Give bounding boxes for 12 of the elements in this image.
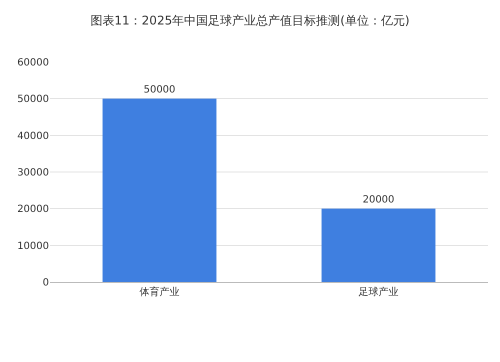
data-label: 20000 bbox=[362, 194, 394, 206]
y-tick-label: 30000 bbox=[17, 168, 49, 178]
y-tick-label: 40000 bbox=[17, 130, 49, 142]
y-tick-label: 10000 bbox=[17, 240, 49, 252]
y-tick-label: 20000 bbox=[17, 204, 49, 216]
y-tick-label: 60000 bbox=[17, 58, 49, 68]
y-tick-label: 50000 bbox=[17, 94, 49, 106]
y-tick-label: 0 bbox=[42, 278, 49, 288]
x-tick-label: 足球产业 bbox=[358, 286, 398, 298]
data-label: 50000 bbox=[144, 84, 176, 96]
x-tick-label: 体育产业 bbox=[140, 286, 180, 298]
chart-title: 图表11：2025年中国足球产业总产值目标推测(单位：亿元) bbox=[90, 14, 410, 28]
